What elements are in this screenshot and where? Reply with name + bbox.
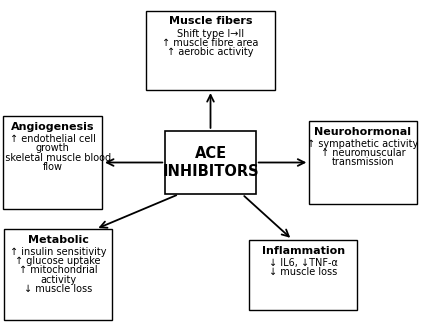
Text: flow: flow bbox=[43, 162, 63, 172]
Text: ↑ insulin sensitivity: ↑ insulin sensitivity bbox=[10, 247, 107, 257]
Text: ↑ skeletal muscle blood: ↑ skeletal muscle blood bbox=[0, 152, 111, 162]
Text: transmission: transmission bbox=[332, 157, 394, 167]
Text: Metabolic: Metabolic bbox=[28, 235, 88, 245]
FancyBboxPatch shape bbox=[309, 121, 417, 204]
FancyBboxPatch shape bbox=[165, 131, 256, 194]
Text: ↑ endothelial cell: ↑ endothelial cell bbox=[10, 134, 96, 144]
Text: ↑ sympathetic activity: ↑ sympathetic activity bbox=[307, 139, 418, 149]
FancyBboxPatch shape bbox=[250, 240, 357, 309]
Text: ↓ muscle loss: ↓ muscle loss bbox=[269, 267, 337, 277]
Text: ↑ neuromuscular: ↑ neuromuscular bbox=[320, 148, 405, 158]
FancyBboxPatch shape bbox=[147, 10, 275, 90]
Text: Angiogenesis: Angiogenesis bbox=[11, 122, 94, 132]
FancyBboxPatch shape bbox=[5, 229, 112, 320]
Text: Shift type I→II: Shift type I→II bbox=[177, 29, 244, 39]
Text: ↓ muscle loss: ↓ muscle loss bbox=[24, 284, 92, 294]
Text: ↑ aerobic activity: ↑ aerobic activity bbox=[167, 47, 254, 57]
Text: ↑ glucose uptake: ↑ glucose uptake bbox=[15, 256, 101, 266]
Text: Neurohormonal: Neurohormonal bbox=[314, 127, 411, 137]
Text: ↓ IL6, ↓TNF-α: ↓ IL6, ↓TNF-α bbox=[269, 258, 338, 268]
Text: ↑ muscle fibre area: ↑ muscle fibre area bbox=[163, 38, 258, 48]
Text: activity: activity bbox=[40, 275, 76, 285]
Text: growth: growth bbox=[36, 143, 69, 153]
Text: Inflammation: Inflammation bbox=[261, 246, 345, 255]
FancyBboxPatch shape bbox=[3, 116, 102, 209]
Text: ↑ mitochondrial: ↑ mitochondrial bbox=[19, 266, 97, 276]
Text: Muscle fibers: Muscle fibers bbox=[169, 17, 252, 26]
Text: ACE
INHIBITORS: ACE INHIBITORS bbox=[162, 146, 259, 179]
